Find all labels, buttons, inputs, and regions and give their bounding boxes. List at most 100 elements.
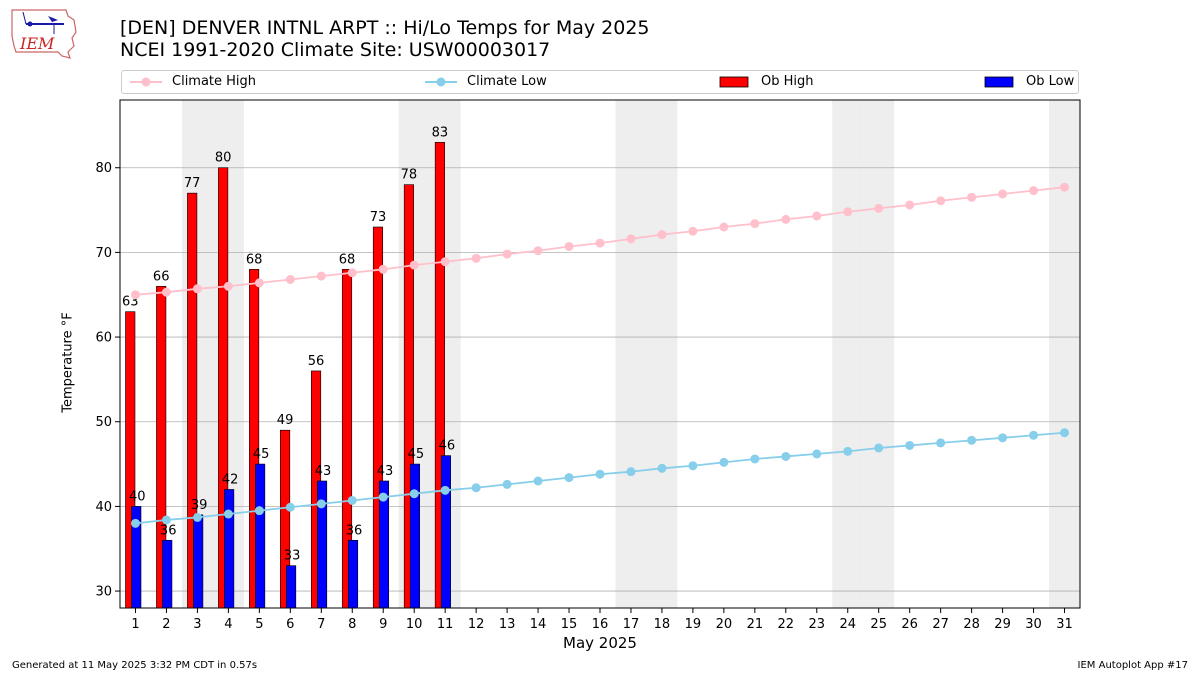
climate-high-point-11 bbox=[440, 257, 450, 267]
ob-low-label-6: 33 bbox=[284, 549, 301, 564]
x-tick-label-12: 12 bbox=[468, 617, 485, 632]
x-tick-label-31: 31 bbox=[1056, 617, 1073, 632]
climate-high-point-28 bbox=[967, 192, 977, 202]
ob-low-label-1: 40 bbox=[129, 489, 146, 504]
climate-low-point-28 bbox=[967, 435, 977, 445]
weekend-shade-24 bbox=[832, 100, 864, 608]
footer-generated: Generated at 11 May 2025 3:32 PM CDT in … bbox=[12, 660, 258, 671]
ob-low-bar-4 bbox=[224, 489, 235, 609]
climate-low-point-10 bbox=[409, 489, 419, 499]
climate-low-point-1 bbox=[130, 518, 140, 528]
x-tick-label-10: 10 bbox=[406, 617, 423, 632]
ob-low-label-8: 36 bbox=[346, 523, 363, 538]
ob-low-bar-11 bbox=[440, 455, 451, 609]
climate-low-point-13 bbox=[502, 479, 512, 489]
ob-high-label-3: 77 bbox=[184, 176, 201, 191]
climate-high-point-20 bbox=[719, 222, 729, 232]
climate-high-point-15 bbox=[564, 241, 574, 251]
ob-low-label-11: 46 bbox=[439, 439, 456, 454]
climate-low-point-15 bbox=[564, 473, 574, 483]
climate-low-point-14 bbox=[533, 476, 543, 486]
x-tick-label-8: 8 bbox=[348, 617, 356, 632]
climate-high-point-7 bbox=[316, 271, 326, 281]
climate-low-point-25 bbox=[874, 443, 884, 453]
climate-high-point-6 bbox=[285, 274, 295, 284]
climate-high-point-30 bbox=[1029, 186, 1039, 196]
x-tick-label-13: 13 bbox=[499, 617, 516, 632]
ob-low-bar-3 bbox=[193, 514, 204, 609]
climate-high-point-8 bbox=[347, 268, 357, 278]
chart-title: [DEN] DENVER INTNL ARPT :: Hi/Lo Temps f… bbox=[120, 17, 650, 61]
weekend-shade-31 bbox=[1049, 100, 1080, 608]
climate-high-point-31 bbox=[1060, 182, 1070, 192]
climate-low-point-7 bbox=[316, 499, 326, 509]
weekend-shade-18 bbox=[646, 100, 678, 608]
climate-high-point-18 bbox=[657, 230, 667, 240]
climate-low-point-5 bbox=[254, 506, 264, 516]
ob-high-label-4: 80 bbox=[215, 151, 232, 166]
climate-low-point-20 bbox=[719, 457, 729, 467]
climate-high-point-2 bbox=[161, 287, 171, 297]
legend-label-ob-low: Ob Low bbox=[1026, 74, 1075, 89]
climate-low-point-11 bbox=[440, 485, 450, 495]
climate-high-point-14 bbox=[533, 246, 543, 256]
x-tick-label-15: 15 bbox=[561, 617, 578, 632]
ob-low-label-7: 43 bbox=[315, 464, 332, 479]
x-tick-label-28: 28 bbox=[963, 617, 980, 632]
ob-high-label-9: 73 bbox=[370, 210, 387, 225]
climate-low-point-26 bbox=[905, 440, 915, 450]
x-tick-label-23: 23 bbox=[809, 617, 826, 632]
climate-high-point-24 bbox=[843, 207, 853, 217]
ob-low-bar-5 bbox=[255, 463, 266, 609]
x-tick-label-17: 17 bbox=[623, 617, 640, 632]
ob-low-label-2: 36 bbox=[160, 523, 177, 538]
plot-frame bbox=[119, 99, 1081, 609]
weekend-shade-17 bbox=[615, 100, 647, 608]
legend-label-climate-low: Climate Low bbox=[467, 74, 547, 89]
climate-high-point-1 bbox=[130, 290, 140, 300]
ob-high-label-2: 66 bbox=[153, 269, 170, 284]
climate-high-point-12 bbox=[471, 253, 481, 263]
ob-low-label-10: 45 bbox=[408, 447, 425, 462]
x-tick-label-25: 25 bbox=[870, 617, 887, 632]
ob-low-bar-2 bbox=[162, 539, 173, 609]
title-line-2: NCEI 1991-2020 Climate Site: USW00003017 bbox=[120, 39, 551, 61]
ob-high-label-7: 56 bbox=[308, 354, 325, 369]
x-tick-label-24: 24 bbox=[839, 617, 856, 632]
x-tick-label-2: 2 bbox=[162, 617, 170, 632]
ob-high-label-8: 68 bbox=[339, 252, 356, 267]
legend-label-climate-high: Climate High bbox=[172, 74, 257, 89]
y-tick-label-60: 60 bbox=[95, 331, 112, 346]
x-tick-label-19: 19 bbox=[685, 617, 702, 632]
climate-high-point-29 bbox=[998, 189, 1008, 199]
climate-low-point-9 bbox=[378, 492, 388, 502]
climate-high-point-10 bbox=[409, 260, 419, 270]
climate-high-point-23 bbox=[812, 211, 822, 221]
ob-low-bar-10 bbox=[409, 463, 420, 609]
x-tick-label-26: 26 bbox=[901, 617, 918, 632]
y-tick-label-80: 80 bbox=[95, 161, 112, 176]
ob-low-label-5: 45 bbox=[253, 447, 270, 462]
climate-low-point-22 bbox=[781, 451, 791, 461]
x-tick-label-4: 4 bbox=[224, 617, 232, 632]
x-axis-label: May 2025 bbox=[563, 634, 637, 652]
ob-low-label-9: 43 bbox=[377, 464, 394, 479]
climate-high-point-27 bbox=[936, 196, 946, 206]
climate-high-point-4 bbox=[223, 281, 233, 291]
climate-high-point-3 bbox=[192, 284, 202, 294]
climate-high-point-9 bbox=[378, 264, 388, 274]
x-tick-label-11: 11 bbox=[437, 617, 454, 632]
climate-high-point-22 bbox=[781, 214, 791, 224]
y-axis-label: Temperature °F bbox=[60, 312, 76, 413]
ob-low-label-3: 39 bbox=[191, 498, 208, 513]
climate-low-point-6 bbox=[285, 502, 295, 512]
climate-low-point-30 bbox=[1029, 430, 1039, 440]
x-tick-label-30: 30 bbox=[1025, 617, 1042, 632]
climate-low-point-2 bbox=[161, 515, 171, 525]
x-tick-label-3: 3 bbox=[193, 617, 201, 632]
ob-low-bar-8 bbox=[347, 539, 359, 609]
footer-app-id: IEM Autoplot App #17 bbox=[1077, 660, 1188, 671]
climate-low-point-24 bbox=[843, 446, 853, 456]
climate-high-point-16 bbox=[595, 238, 605, 248]
